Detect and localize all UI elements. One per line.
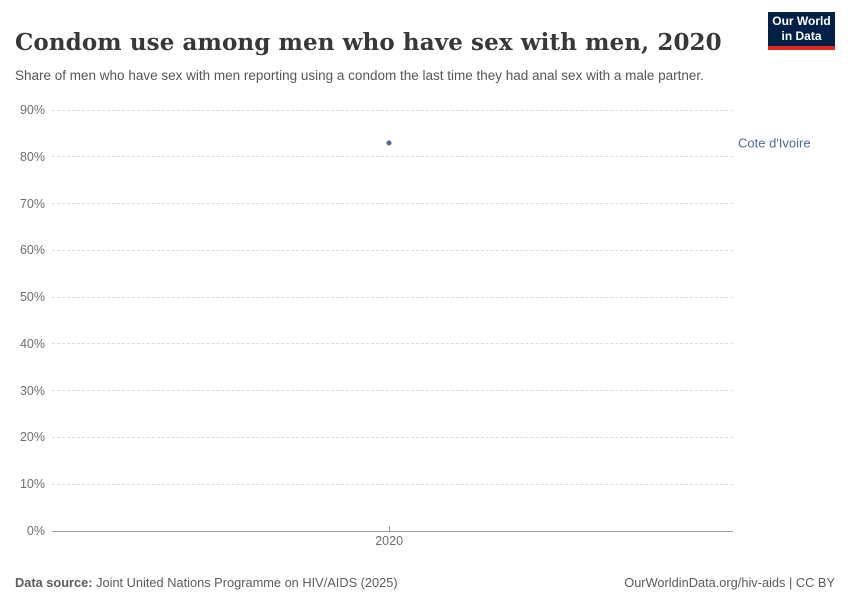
y-tick-label: 50% — [19, 290, 45, 305]
chart-footer: Data source: Joint United Nations Progra… — [15, 575, 835, 590]
y-tick-label: 90% — [19, 103, 45, 117]
y-tick-label: 30% — [19, 383, 45, 398]
plot-area: Cote d'Ivoire 2020 — [48, 110, 810, 548]
gridline-row: 30% — [15, 384, 733, 398]
gridline — [52, 296, 733, 298]
y-axis-grid: 90% 80% 70% 60% 50% 40% 30% 20% 10% 0% — [15, 103, 733, 538]
gridline-row: 20% — [15, 430, 733, 444]
gridline — [52, 249, 733, 251]
gridline — [52, 109, 733, 111]
y-tick-label: 70% — [19, 196, 45, 211]
data-source-label: Data source: — [15, 575, 93, 590]
y-tick-label: 0% — [26, 524, 45, 538]
gridline-row: 70% — [15, 197, 733, 211]
gridline — [52, 203, 733, 205]
owid-logo-line2: in Data — [781, 29, 822, 43]
gridline-row: 90% — [15, 103, 733, 117]
x-tick-mark — [389, 526, 391, 531]
y-tick-label: 40% — [19, 336, 45, 351]
y-tick-label: 80% — [19, 149, 45, 164]
data-source-text: Joint United Nations Programme on HIV/AI… — [92, 575, 398, 590]
owid-logo[interactable]: Our World in Data — [768, 12, 835, 50]
chart-title: Condom use among men who have sex with m… — [15, 29, 722, 57]
gridline — [52, 436, 733, 438]
chart-subtitle: Share of men who have sex with men repor… — [15, 67, 704, 83]
data-source-line: Data source: Joint United Nations Progra… — [15, 575, 398, 590]
y-tick-label: 10% — [19, 477, 45, 492]
license-link[interactable]: OurWorldinData.org/hiv-aids | CC BY — [624, 575, 835, 590]
gridline-row: 50% — [15, 290, 733, 304]
y-tick-label: 60% — [19, 243, 45, 258]
x-tick-label: 2020 — [375, 534, 404, 548]
owid-logo-line1: Our World — [772, 14, 831, 29]
gridline-row: 10% — [15, 477, 733, 491]
y-tick-label: 20% — [19, 430, 45, 445]
gridline — [52, 156, 733, 158]
gridline — [52, 343, 733, 345]
entity-label[interactable]: Cote d'Ivoire — [738, 135, 811, 151]
x-axis-line — [52, 530, 733, 532]
gridline-row: 80% — [15, 150, 733, 164]
x-axis-row: 0% — [15, 524, 733, 538]
gridline-row: 60% — [15, 243, 733, 257]
gridline — [52, 390, 733, 392]
gridline — [52, 483, 733, 485]
data-point[interactable] — [386, 140, 392, 146]
gridline-row: 40% — [15, 337, 733, 351]
